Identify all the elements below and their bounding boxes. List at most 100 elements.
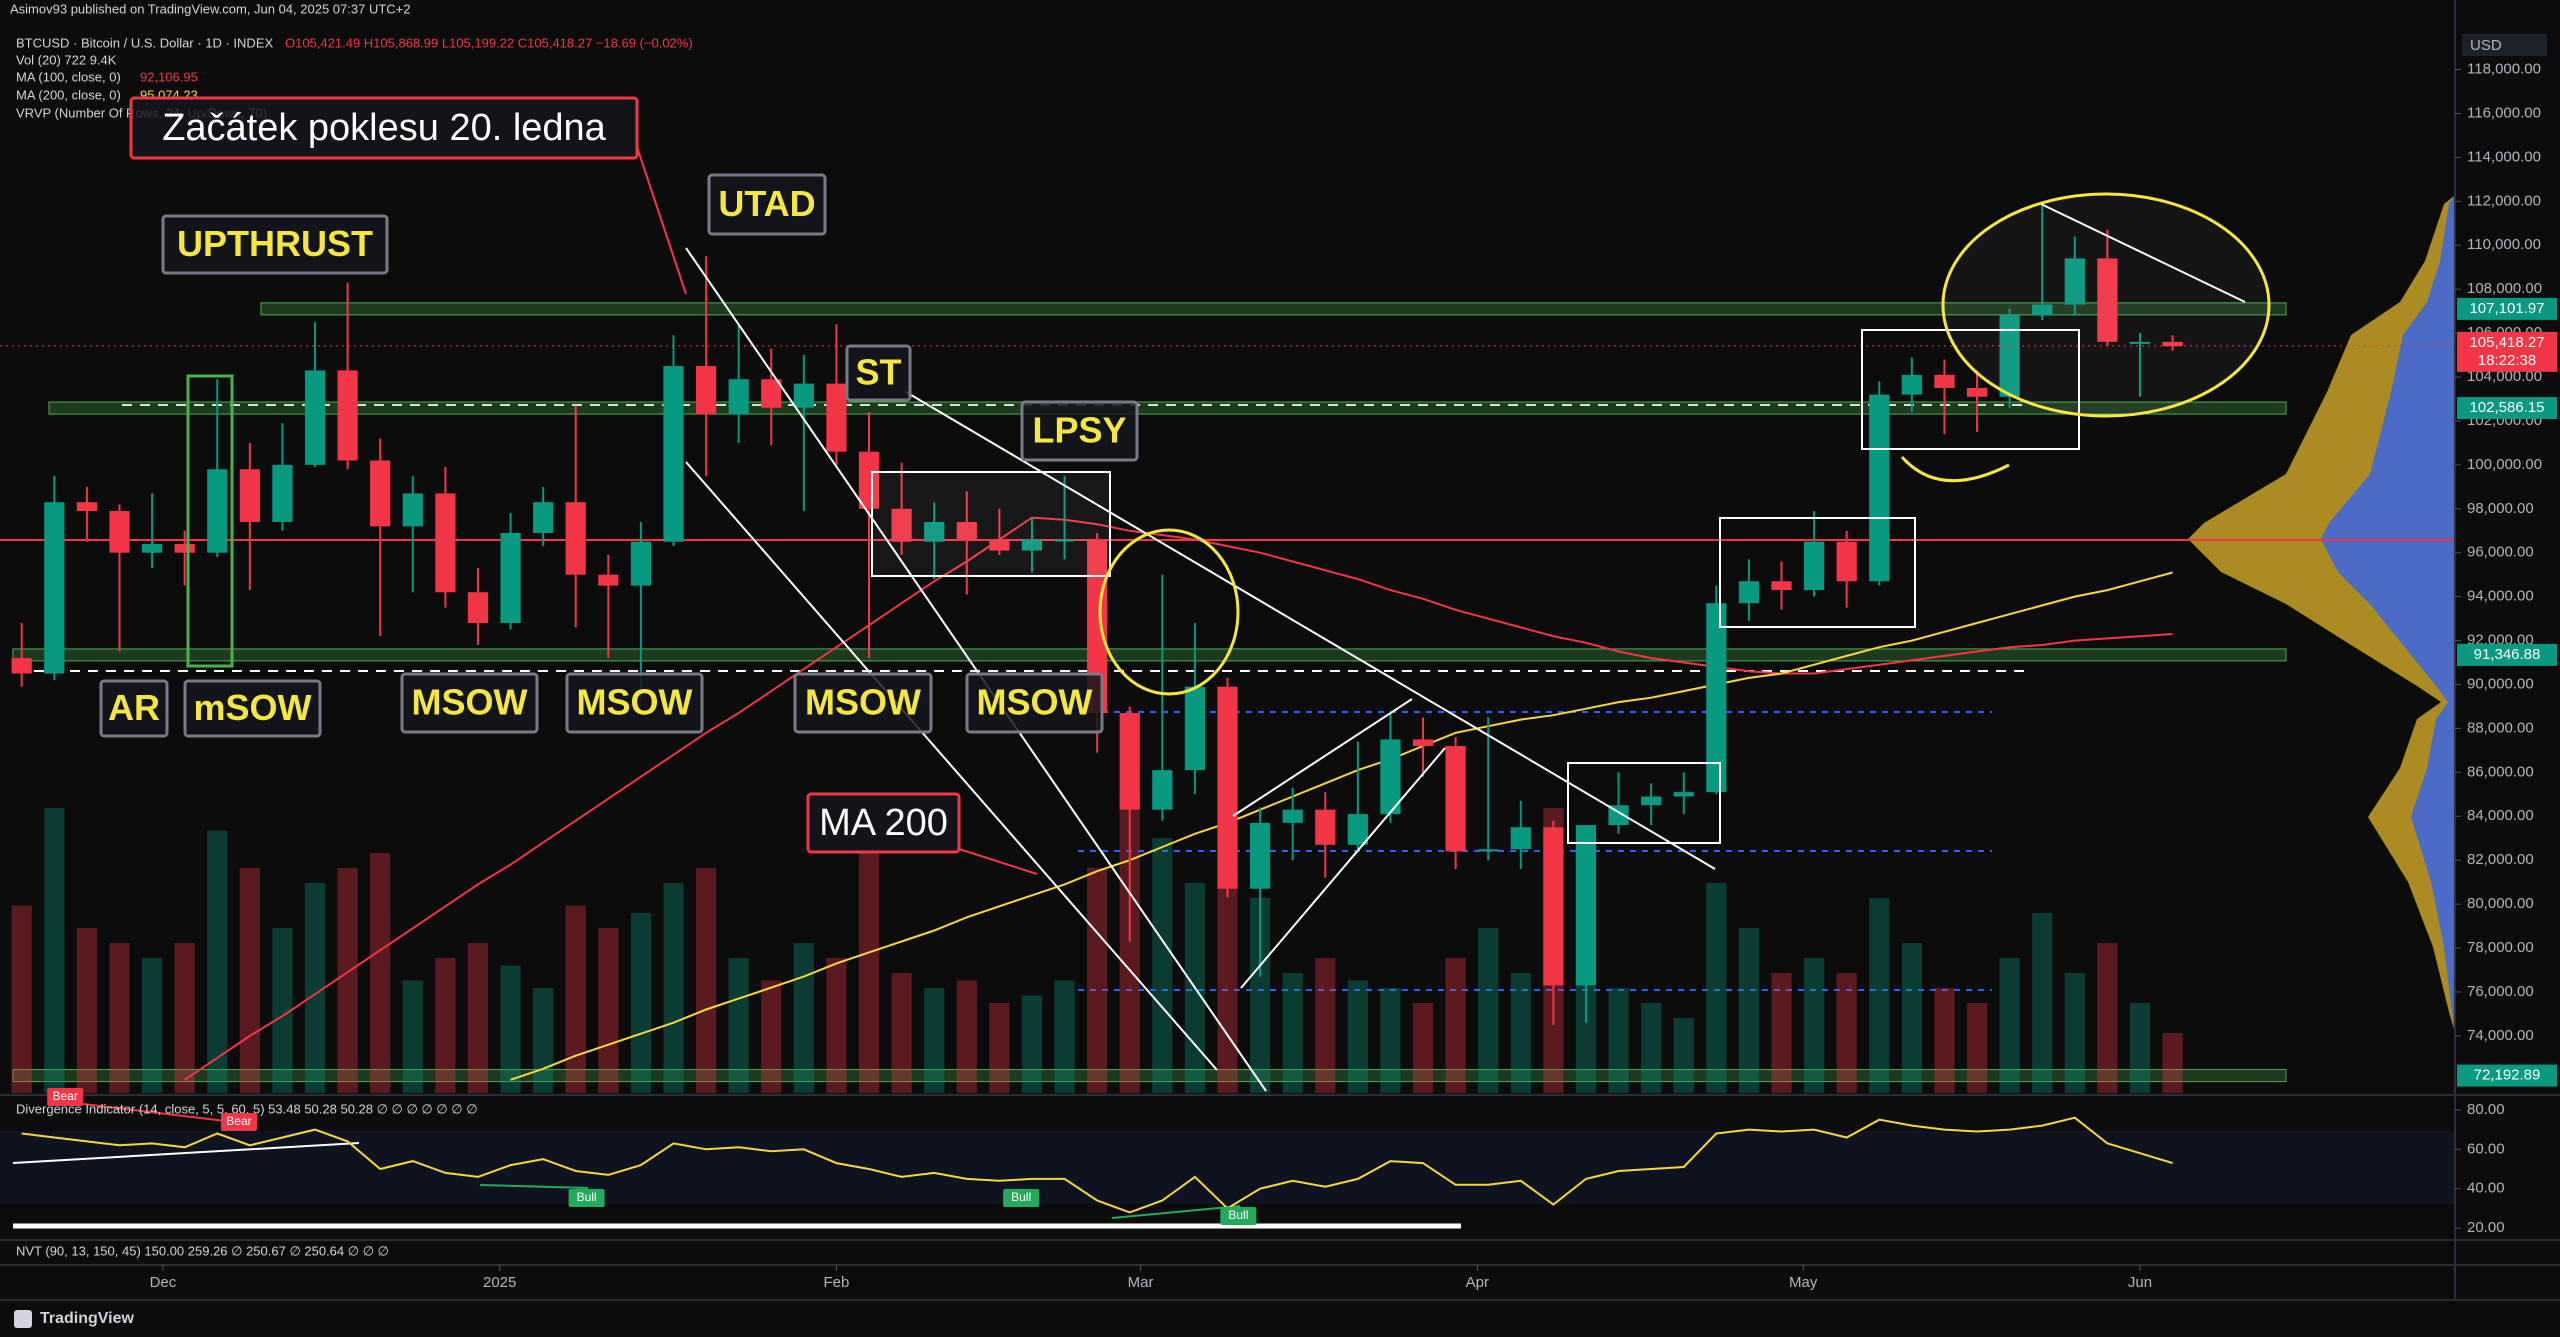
x-tick-label: Jun (2128, 1274, 2152, 1291)
ma-line (184, 516, 2173, 1081)
y-tick-label: 60.00 (2467, 1140, 2505, 1157)
volume-bar (1282, 973, 1303, 1093)
volume-bar (956, 980, 977, 1093)
candle-body (1673, 792, 1694, 797)
signal-box (568, 1189, 605, 1207)
oscillator-line (21, 1116, 2173, 1214)
candle-body (1966, 387, 1988, 397)
volume-bar (109, 943, 130, 1093)
candle-body (630, 541, 652, 586)
candle-body (1836, 541, 1857, 582)
ohlc: O105,421.49 H105,868.99 L105,199.22 C105… (285, 35, 693, 50)
volume-bar (1966, 1003, 1988, 1093)
candle-body (1999, 315, 2020, 397)
trendline (685, 461, 1218, 1071)
candle-body (11, 658, 32, 674)
trendline (1232, 698, 1413, 817)
y-tick-label: 118,000.00 (2467, 61, 2541, 78)
volume-bar (1869, 898, 1890, 1093)
candle-body (1152, 770, 1173, 810)
price-label-box (2457, 1064, 2557, 1087)
candle-body (44, 502, 65, 674)
annotation-box (806, 792, 961, 854)
annotation-box (793, 672, 933, 734)
candle-body (695, 366, 717, 415)
price-label-box (2457, 643, 2557, 666)
candle-body (891, 508, 912, 542)
ma-legend-value: 92,106.95 (140, 69, 198, 84)
publisher: Asimov93 published on TradingView.com, J… (10, 1, 410, 16)
candle-body (1184, 686, 1206, 771)
candle-body (1575, 825, 1597, 986)
indicator-title: Divergence Indicator (14, close, 5, 5, 6… (16, 1101, 478, 1116)
annotation: UTAD (718, 183, 815, 224)
candle-body (1641, 796, 1662, 806)
volume-bar (1087, 868, 1108, 1093)
volume-bar (663, 883, 684, 1093)
countdown: 18:22:38 (2478, 352, 2536, 369)
y-tick-label: 80.00 (2467, 1101, 2505, 1118)
candle-body (2162, 341, 2183, 347)
divergence-line (12, 1142, 360, 1164)
candle-body (1771, 581, 1792, 591)
candle-body (2097, 258, 2118, 342)
level-band (48, 401, 2287, 415)
y-tick-label: 78,000.00 (2467, 939, 2534, 956)
last-price-box (2457, 331, 2557, 372)
candle-body (467, 592, 489, 623)
volume-bar (304, 883, 326, 1093)
y-tick-label: 40.00 (2467, 1180, 2505, 1197)
ma-legend: MA (100, close, 0) (16, 69, 121, 84)
volume-bar (1315, 958, 1336, 1093)
candle-body (1380, 739, 1401, 815)
candle-body (141, 543, 163, 553)
candle-body (1869, 394, 1890, 582)
annotation: MSOW (577, 682, 693, 723)
level-band (12, 1069, 2287, 1083)
candle-body (109, 510, 130, 553)
y-tick-label: 82,000.00 (2467, 851, 2534, 868)
y-tick-label: 96,000.00 (2467, 544, 2534, 561)
annotation-box (161, 214, 389, 275)
candle-body (1217, 686, 1238, 889)
highlights (1098, 192, 2271, 696)
annotation-box (183, 679, 322, 738)
volume-bar (2129, 1003, 2151, 1093)
volume-bar (858, 853, 880, 1093)
volume-bar (793, 943, 814, 1093)
plot (0, 203, 2455, 1093)
msow-box (186, 374, 234, 668)
trendline (2040, 203, 2246, 303)
signal-box (1003, 1189, 1040, 1207)
ellipse (1941, 192, 2271, 418)
candle-body (1738, 581, 1760, 604)
y-tick-label: 116,000.00 (2467, 104, 2541, 121)
candle-body (239, 469, 260, 522)
indicator-band (0, 1131, 2455, 1204)
price-label: 72,192.89 (2474, 1067, 2541, 1084)
volume-bar (1999, 958, 2020, 1093)
signal-box (220, 1113, 257, 1131)
volume-bar (239, 868, 260, 1093)
y-tick-label: 94,000.00 (2467, 588, 2534, 605)
signal-label: Bear (52, 1089, 77, 1103)
y-tick-label: 84,000.00 (2467, 807, 2534, 824)
volume-bar (598, 928, 619, 1093)
volume-bar (1478, 928, 1499, 1093)
ellipse (1098, 528, 1240, 696)
annotation-box (129, 96, 639, 160)
annotation: AR (108, 687, 160, 728)
volume-bar (2064, 973, 2085, 1093)
candle-body (304, 370, 326, 465)
price-label: 91,346.88 (2474, 646, 2541, 663)
volume-bar (1641, 1003, 1662, 1093)
volume-bar (695, 868, 717, 1093)
volume-bar (272, 928, 293, 1093)
candle-body (826, 383, 847, 452)
volume-bar (174, 943, 195, 1093)
range-box (1719, 517, 1916, 628)
volume-bar (1836, 973, 1857, 1093)
